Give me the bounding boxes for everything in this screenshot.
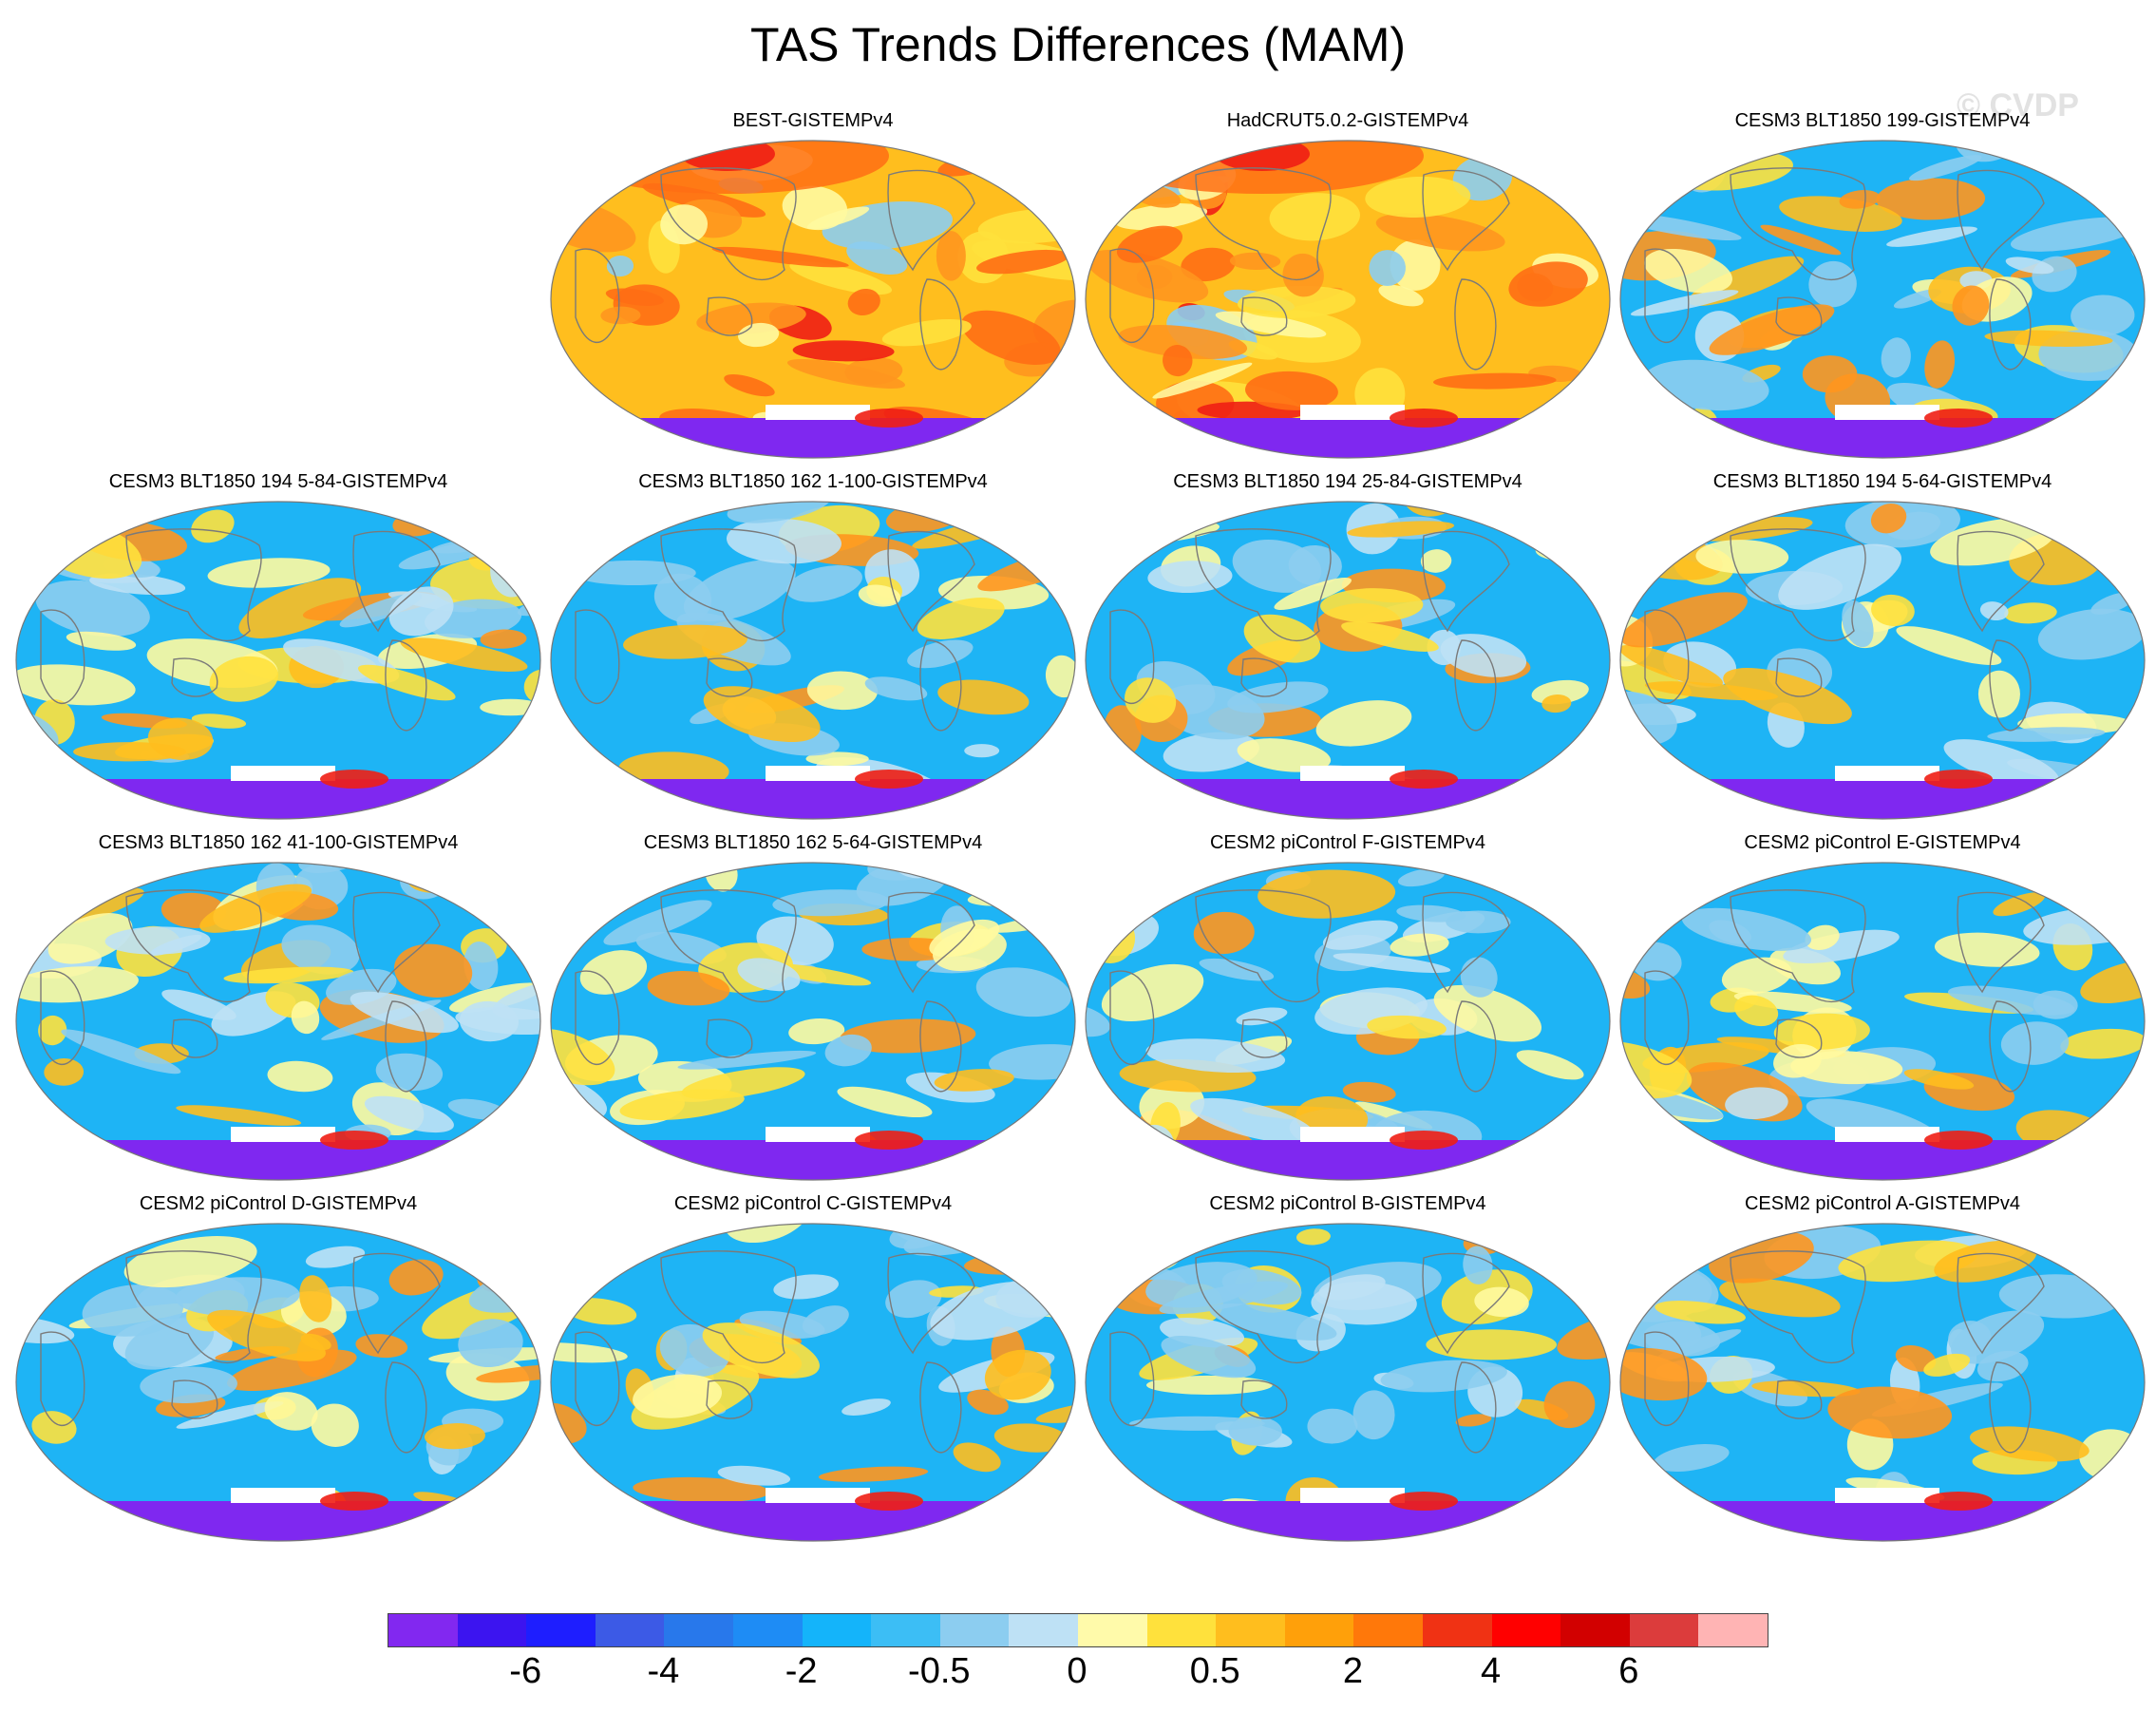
panel-title: CESM3 BLT1850 162 1-100-GISTEMPv4 (547, 471, 1079, 493)
panel-title: CESM2 piControl F-GISTEMPv4 (1082, 832, 1614, 854)
panel-title: HadCRUT5.0.2-GISTEMPv4 (1082, 110, 1614, 132)
panel-title: CESM2 piControl B-GISTEMPv4 (1082, 1193, 1614, 1215)
colorbar-cell (733, 1614, 803, 1646)
colorbar-tick-label: -0.5 (908, 1651, 970, 1692)
world-map (12, 1220, 544, 1545)
panel-title: CESM2 piControl A-GISTEMPv4 (1617, 1193, 2148, 1215)
panel-title: CESM2 piControl D-GISTEMPv4 (12, 1193, 544, 1215)
colorbar-cell (1147, 1614, 1217, 1646)
colorbar-cell (940, 1614, 1010, 1646)
world-map (12, 859, 544, 1184)
colorbar-tick-label: -6 (509, 1651, 541, 1692)
colorbar-tick-label: -2 (785, 1651, 818, 1692)
colorbar-cell (1560, 1614, 1630, 1646)
colorbar-cell (1492, 1614, 1561, 1646)
colorbar-cell (1285, 1614, 1354, 1646)
world-map (547, 1220, 1079, 1545)
colorbar-tick-label: 0.5 (1190, 1651, 1240, 1692)
world-map (1617, 1220, 2148, 1545)
colorbar-cell (458, 1614, 527, 1646)
colorbar-tick-label: -4 (647, 1651, 679, 1692)
world-map (1082, 498, 1614, 823)
world-map (1617, 498, 2148, 823)
colorbar-labels: -6 -4 -2 -0.5 0 0.5 2 4 6 (0, 1651, 2156, 1699)
colorbar-cell (1009, 1614, 1078, 1646)
colorbar-tick-label: 6 (1618, 1651, 1638, 1692)
colorbar-tick-label: 2 (1343, 1651, 1363, 1692)
world-map (547, 137, 1079, 462)
panel-title: CESM3 BLT1850 162 41-100-GISTEMPv4 (12, 832, 544, 854)
colorbar-cell (1630, 1614, 1699, 1646)
colorbar-cell (664, 1614, 733, 1646)
panel-title: CESM3 BLT1850 194 5-64-GISTEMPv4 (1617, 471, 2148, 493)
world-map (547, 498, 1079, 823)
colorbar-cell (596, 1614, 665, 1646)
world-map (1617, 137, 2148, 462)
world-map (1082, 1220, 1614, 1545)
panel-title: CESM3 BLT1850 199-GISTEMPv4 (1617, 110, 2148, 132)
colorbar-cell (871, 1614, 940, 1646)
colorbar-cell (1216, 1614, 1285, 1646)
colorbar-cell (1078, 1614, 1147, 1646)
panel-title: CESM3 BLT1850 194 5-84-GISTEMPv4 (12, 471, 544, 493)
panel-title: CESM2 piControl C-GISTEMPv4 (547, 1193, 1079, 1215)
world-map (12, 498, 544, 823)
colorbar-cell (526, 1614, 596, 1646)
colorbar-cell (803, 1614, 872, 1646)
colorbar-cell (1353, 1614, 1423, 1646)
world-map (1617, 859, 2148, 1184)
colorbar-tick-label: 4 (1481, 1651, 1501, 1692)
colorbar-cell (1423, 1614, 1492, 1646)
colorbar (388, 1613, 1768, 1647)
colorbar-cell (388, 1614, 458, 1646)
panel-title: CESM3 BLT1850 162 5-64-GISTEMPv4 (547, 832, 1079, 854)
figure-title: TAS Trends Differences (MAM) (0, 17, 2156, 72)
world-map (1082, 859, 1614, 1184)
colorbar-cell (1698, 1614, 1768, 1646)
panel-title: CESM3 BLT1850 194 25-84-GISTEMPv4 (1082, 471, 1614, 493)
world-map (547, 859, 1079, 1184)
panel-title: CESM2 piControl E-GISTEMPv4 (1617, 832, 2148, 854)
world-map (1082, 137, 1614, 462)
panel-title: BEST-GISTEMPv4 (547, 110, 1079, 132)
colorbar-tick-label: 0 (1067, 1651, 1087, 1692)
